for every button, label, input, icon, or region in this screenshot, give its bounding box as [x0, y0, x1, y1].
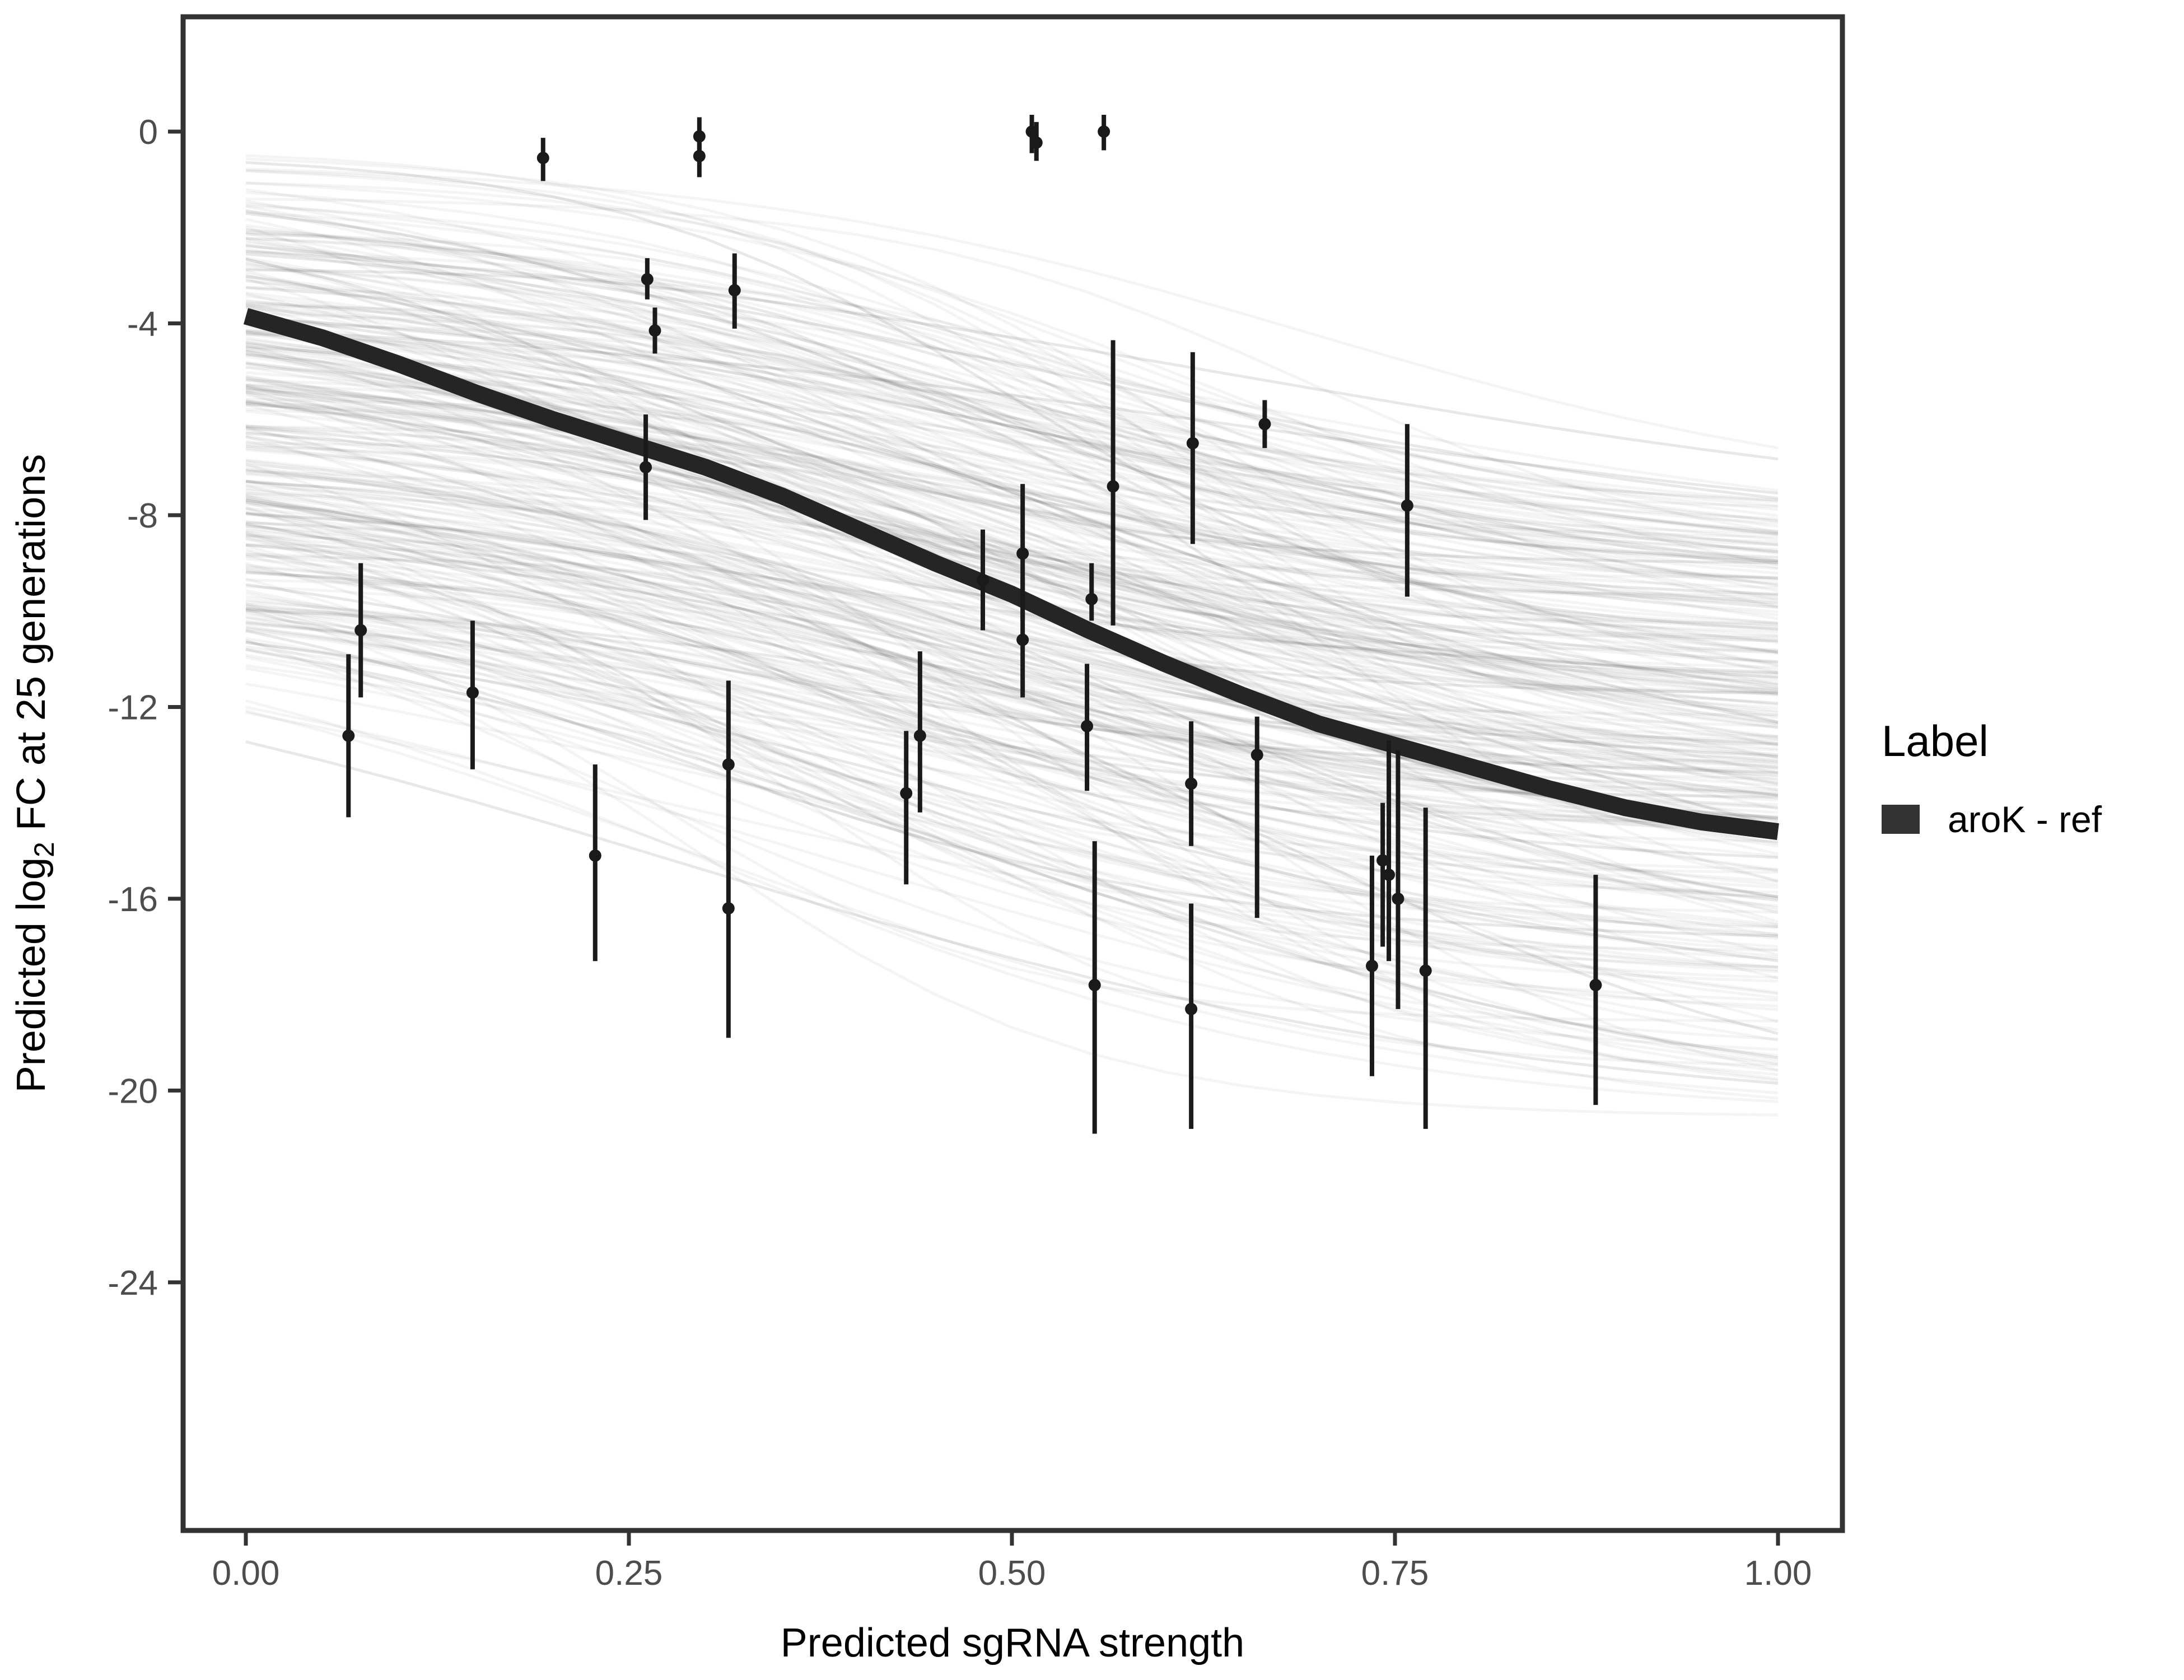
pointrange: [466, 620, 479, 769]
pointrange: [900, 731, 913, 885]
pointrange: [1185, 903, 1198, 1129]
legend-item-label: aroK - ref: [1948, 799, 2102, 840]
pointrange: [354, 563, 367, 698]
legend-key-swatch: [1882, 805, 1920, 834]
pointrange: [728, 253, 741, 329]
pointrange: [1392, 750, 1404, 1009]
legend: Label aroK - ref: [1882, 716, 2102, 840]
y-axis: 0 -4 -8 -12 -16 -20 -24: [108, 113, 183, 1303]
pointrange: [1098, 115, 1110, 151]
y-tick-label: -8: [127, 497, 158, 535]
pointrange: [1419, 808, 1432, 1129]
pointrange: [1589, 875, 1602, 1105]
pointrange: [1186, 352, 1199, 544]
pointrange: [342, 654, 355, 818]
pointrange: [1081, 664, 1094, 791]
pointrange: [1107, 340, 1119, 626]
x-tick-label: 0.25: [595, 1554, 663, 1593]
pointrange: [1085, 563, 1098, 621]
pointrange-points: [342, 115, 1602, 1134]
pointrange: [1016, 577, 1029, 698]
y-tick-label: -4: [127, 305, 158, 343]
pointrange: [640, 414, 652, 520]
y-tick-label: -24: [108, 1264, 158, 1303]
pointrange: [1401, 424, 1413, 597]
x-tick-label: 0.75: [1361, 1554, 1429, 1593]
pointrange: [536, 138, 549, 181]
pointrange: [648, 307, 661, 354]
y-tick-label: -12: [108, 688, 158, 727]
pointrange: [589, 764, 601, 962]
pointrange: [913, 651, 926, 813]
pointrange: [693, 134, 706, 178]
mean-fit-curve: [243, 308, 1779, 840]
x-axis-title: Predicted sgRNA strength: [781, 1621, 1244, 1665]
pointrange: [1258, 400, 1271, 449]
y-tick-label: -16: [108, 880, 158, 919]
x-tick-label: 0.50: [978, 1554, 1046, 1593]
pointrange: [1365, 855, 1378, 1076]
pointrange: [722, 788, 735, 1038]
y-axis-title: Predicted log2 FC at 25 generations: [9, 454, 60, 1093]
y-tick-label: 0: [139, 113, 158, 152]
pointrange: [1030, 122, 1043, 161]
pointrange: [977, 529, 990, 631]
pointrange: [641, 258, 654, 300]
legend-title: Label: [1882, 716, 1989, 766]
pointrange: [1185, 721, 1198, 846]
y-tick-label: -20: [108, 1072, 158, 1110]
pointrange: [1250, 716, 1263, 918]
x-tick-label: 1.00: [1744, 1554, 1812, 1593]
pointrange: [1383, 740, 1396, 962]
x-axis: 0.00 0.25 0.50 0.75 1.00: [212, 1530, 1812, 1593]
pointrange: [1088, 841, 1101, 1134]
x-tick-label: 0.00: [212, 1554, 280, 1593]
